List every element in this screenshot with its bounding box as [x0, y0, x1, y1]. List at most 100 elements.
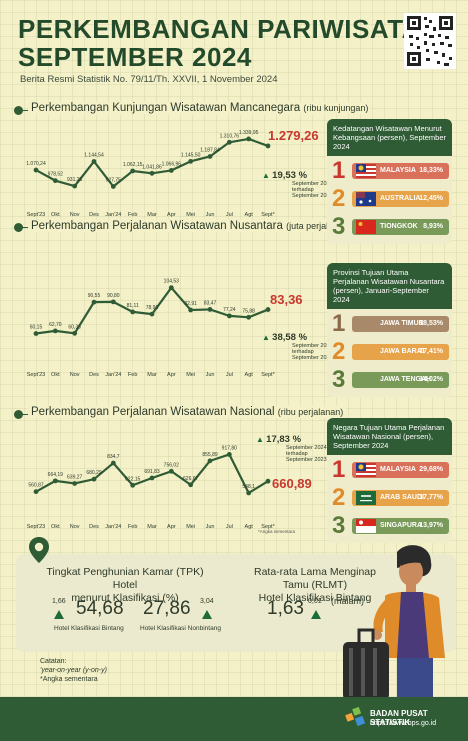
- data-label: 626,67: [183, 476, 199, 482]
- data-label: 90,55: [88, 293, 101, 299]
- x-tick-label: Sept'23: [27, 212, 45, 218]
- data-point: [33, 489, 39, 495]
- data-label: 104,53: [164, 279, 180, 285]
- data-point: [246, 490, 252, 496]
- x-tick-label: Okt: [51, 212, 60, 218]
- rank-row: JAWA TENGAH 14,02% 3: [330, 366, 449, 393]
- data-point: [91, 299, 97, 305]
- data-label: 1.070,24: [26, 161, 46, 167]
- rank-name: AUSTRALIA: [380, 195, 421, 202]
- x-tick-label: Jun: [206, 372, 215, 378]
- rank-number: 1: [332, 310, 346, 337]
- up-arrow-icon: ▲: [262, 171, 270, 180]
- x-tick-label: Mei: [186, 212, 195, 218]
- data-point: [168, 285, 174, 291]
- data-label: 664,19: [48, 472, 64, 478]
- data-point: [226, 452, 232, 457]
- x-tick-label: Agt: [245, 372, 254, 378]
- data-label: 1.066,96: [162, 161, 182, 167]
- x-tick-label: Mei: [186, 372, 195, 378]
- data-point: [52, 328, 58, 334]
- rank-name: ARAB SAUDI: [380, 494, 424, 501]
- x-tick-label: Jun: [206, 524, 215, 530]
- rank-row: SINGAPURA 13,97% 3: [330, 512, 449, 539]
- x-tick-label: Jul: [226, 372, 233, 378]
- data-label: 83,47: [204, 300, 217, 306]
- rank-row: MALAYSIA 29,68% 1: [330, 456, 449, 483]
- tpk-bintang-change: 1,66: [52, 598, 66, 605]
- rank-value: 18,33%: [419, 167, 443, 174]
- traveler-illustration: [335, 540, 455, 705]
- data-label: 978,52: [48, 172, 64, 178]
- flag-icon: [356, 192, 376, 206]
- x-tick-label: Jan'24: [105, 372, 121, 378]
- rank-number: 3: [332, 366, 346, 393]
- rlmt-change: 0,01: [308, 598, 322, 605]
- flag-icon: [356, 220, 376, 234]
- flag-icon: [356, 164, 376, 178]
- tpk-bintang-label: Hotel Klasifikasi Bintang: [54, 625, 124, 632]
- data-label: 77,24: [223, 307, 236, 313]
- data-point: [33, 167, 39, 173]
- data-label: 1.062,15: [123, 162, 143, 168]
- rank-bar: JAWA BARAT 17,41%: [352, 344, 449, 360]
- rank-panel-heading: Kedatangan Wisatawan Menurut Kebangsaan …: [327, 119, 452, 156]
- data-point: [226, 313, 232, 319]
- data-point: [246, 136, 252, 142]
- rank-name: JAWA BARAT: [380, 348, 426, 355]
- data-point: [265, 143, 271, 149]
- rank-number: 2: [332, 484, 346, 511]
- x-tick-label: Agt: [245, 524, 254, 530]
- data-point: [110, 299, 116, 305]
- data-label: 1.187,84: [200, 147, 220, 153]
- data-label: 691,83: [144, 469, 160, 475]
- data-label: 622,15: [125, 476, 141, 482]
- x-tick-label: Nov: [70, 212, 80, 218]
- flag-icon: [356, 491, 376, 505]
- x-tick-label: Feb: [128, 212, 137, 218]
- rank-bar: TIONGKOK 8,93%: [352, 219, 449, 235]
- data-label: 548,1: [242, 484, 255, 490]
- headline-value-nusantara: 83,36: [270, 292, 303, 307]
- x-tick-label: Sept'23: [27, 524, 45, 530]
- data-label: 78,96: [146, 305, 159, 311]
- tpk-title: Tingkat Penghunian Kamar (TPK) Hotel men…: [46, 566, 204, 604]
- x-tick-label: Jan'24: [105, 212, 121, 218]
- data-point: [188, 307, 194, 313]
- rank-row: JAWA BARAT 17,41% 2: [330, 338, 449, 365]
- data-point: [72, 481, 78, 486]
- rank-row: TIONGKOK 8,93% 3: [330, 213, 449, 240]
- data-label: 927,75: [106, 177, 122, 183]
- tpk-nonbintang-value: 27,86: [143, 598, 191, 619]
- x-tick-label: Feb: [128, 372, 137, 378]
- data-point: [72, 183, 78, 189]
- data-label: 90,80: [107, 293, 120, 299]
- data-point: [52, 178, 58, 184]
- x-tick-label: Okt: [51, 372, 60, 378]
- data-point: [226, 139, 232, 145]
- section-title-nasional: Perkembangan Perjalanan Wisatawan Nasion…: [28, 406, 347, 418]
- footer-url[interactable]: https://www.bps.go.id: [370, 720, 437, 727]
- x-tick-label: Mei: [186, 524, 195, 530]
- data-label: 855,89: [202, 452, 218, 458]
- rank-name: SINGAPURA: [380, 522, 423, 529]
- rank-panel-negara: Negara Tujuan Utama Perjalanan Wisatawan…: [327, 418, 452, 543]
- data-point: [110, 184, 116, 189]
- rank-number: 1: [332, 157, 346, 184]
- data-point: [91, 476, 97, 482]
- rank-name: MALAYSIA: [380, 167, 416, 174]
- data-point: [265, 307, 271, 312]
- x-tick-label: Apr: [167, 524, 176, 530]
- up-triangle-icon: [311, 610, 321, 619]
- rank-number: 1: [332, 456, 346, 483]
- x-tick-label: Apr: [167, 372, 176, 378]
- location-pin-icon: [28, 536, 50, 569]
- headline-value-mancanegara: 1.279,26: [268, 128, 319, 143]
- chart-mancanegara: 1.070,24 Sept'23 978,52 Okt 931,23 Nov 1.144,5…: [26, 130, 275, 218]
- flag-icon: [356, 463, 376, 477]
- rank-value: 13,97%: [419, 522, 443, 529]
- data-point: [33, 331, 39, 336]
- rank-row: MALAYSIA 18,33% 1: [330, 157, 449, 184]
- x-tick-label: Des: [89, 524, 99, 530]
- rank-bar: MALAYSIA 29,68%: [352, 462, 449, 478]
